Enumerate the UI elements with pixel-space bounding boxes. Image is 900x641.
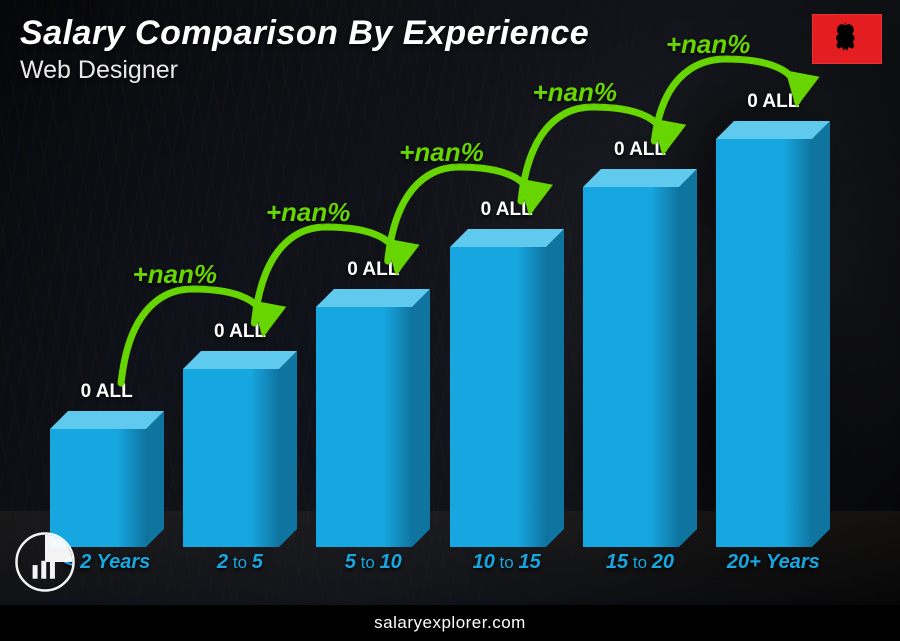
country-flag-albania: [812, 14, 882, 64]
x-axis-label: 15 to 20: [573, 551, 706, 581]
x-axis-labels: < 2 Years2 to 55 to 1010 to 1515 to 2020…: [40, 551, 840, 581]
bar: [583, 169, 697, 547]
bar-slot: 0 ALL: [173, 321, 306, 547]
bar-value-label: 0 ALL: [214, 321, 266, 343]
footer-text: salaryexplorer.com: [374, 613, 526, 633]
salaryexplorer-logo-icon: [14, 531, 76, 593]
chart-title: Salary Comparison By Experience: [20, 14, 589, 53]
bar: [316, 289, 430, 547]
bar-slot: 0 ALL: [40, 381, 173, 547]
chart-baseline: [40, 545, 840, 547]
x-axis-label: 10 to 15: [440, 551, 573, 581]
bar-slot: 0 ALL: [573, 139, 706, 547]
bar-group: 0 ALL0 ALL0 ALL0 ALL0 ALL0 ALL: [40, 100, 840, 547]
bar-slot: 0 ALL: [707, 91, 840, 547]
bar: [50, 411, 164, 547]
x-axis-label: 5 to 10: [307, 551, 440, 581]
bar-value-label: 0 ALL: [614, 139, 666, 161]
bar-slot: 0 ALL: [440, 199, 573, 547]
footer-bar: salaryexplorer.com: [0, 605, 900, 641]
x-axis-label: 2 to 5: [173, 551, 306, 581]
bar: [716, 121, 830, 547]
salary-bar-chart: 0 ALL0 ALL0 ALL0 ALL0 ALL0 ALL < 2 Years…: [40, 100, 840, 581]
bar-value-label: 0 ALL: [81, 381, 133, 403]
x-axis-label: 20+ Years: [707, 551, 840, 581]
albania-eagle-icon: [826, 18, 868, 60]
bar-value-label: 0 ALL: [347, 259, 399, 281]
chart-subtitle: Web Designer: [20, 56, 178, 85]
bar-value-label: 0 ALL: [481, 199, 533, 221]
infographic-canvas: Salary Comparison By Experience Web Desi…: [0, 0, 900, 641]
bar: [183, 351, 297, 547]
bar-slot: 0 ALL: [307, 259, 440, 547]
bar: [450, 229, 564, 547]
bar-value-label: 0 ALL: [747, 91, 799, 113]
